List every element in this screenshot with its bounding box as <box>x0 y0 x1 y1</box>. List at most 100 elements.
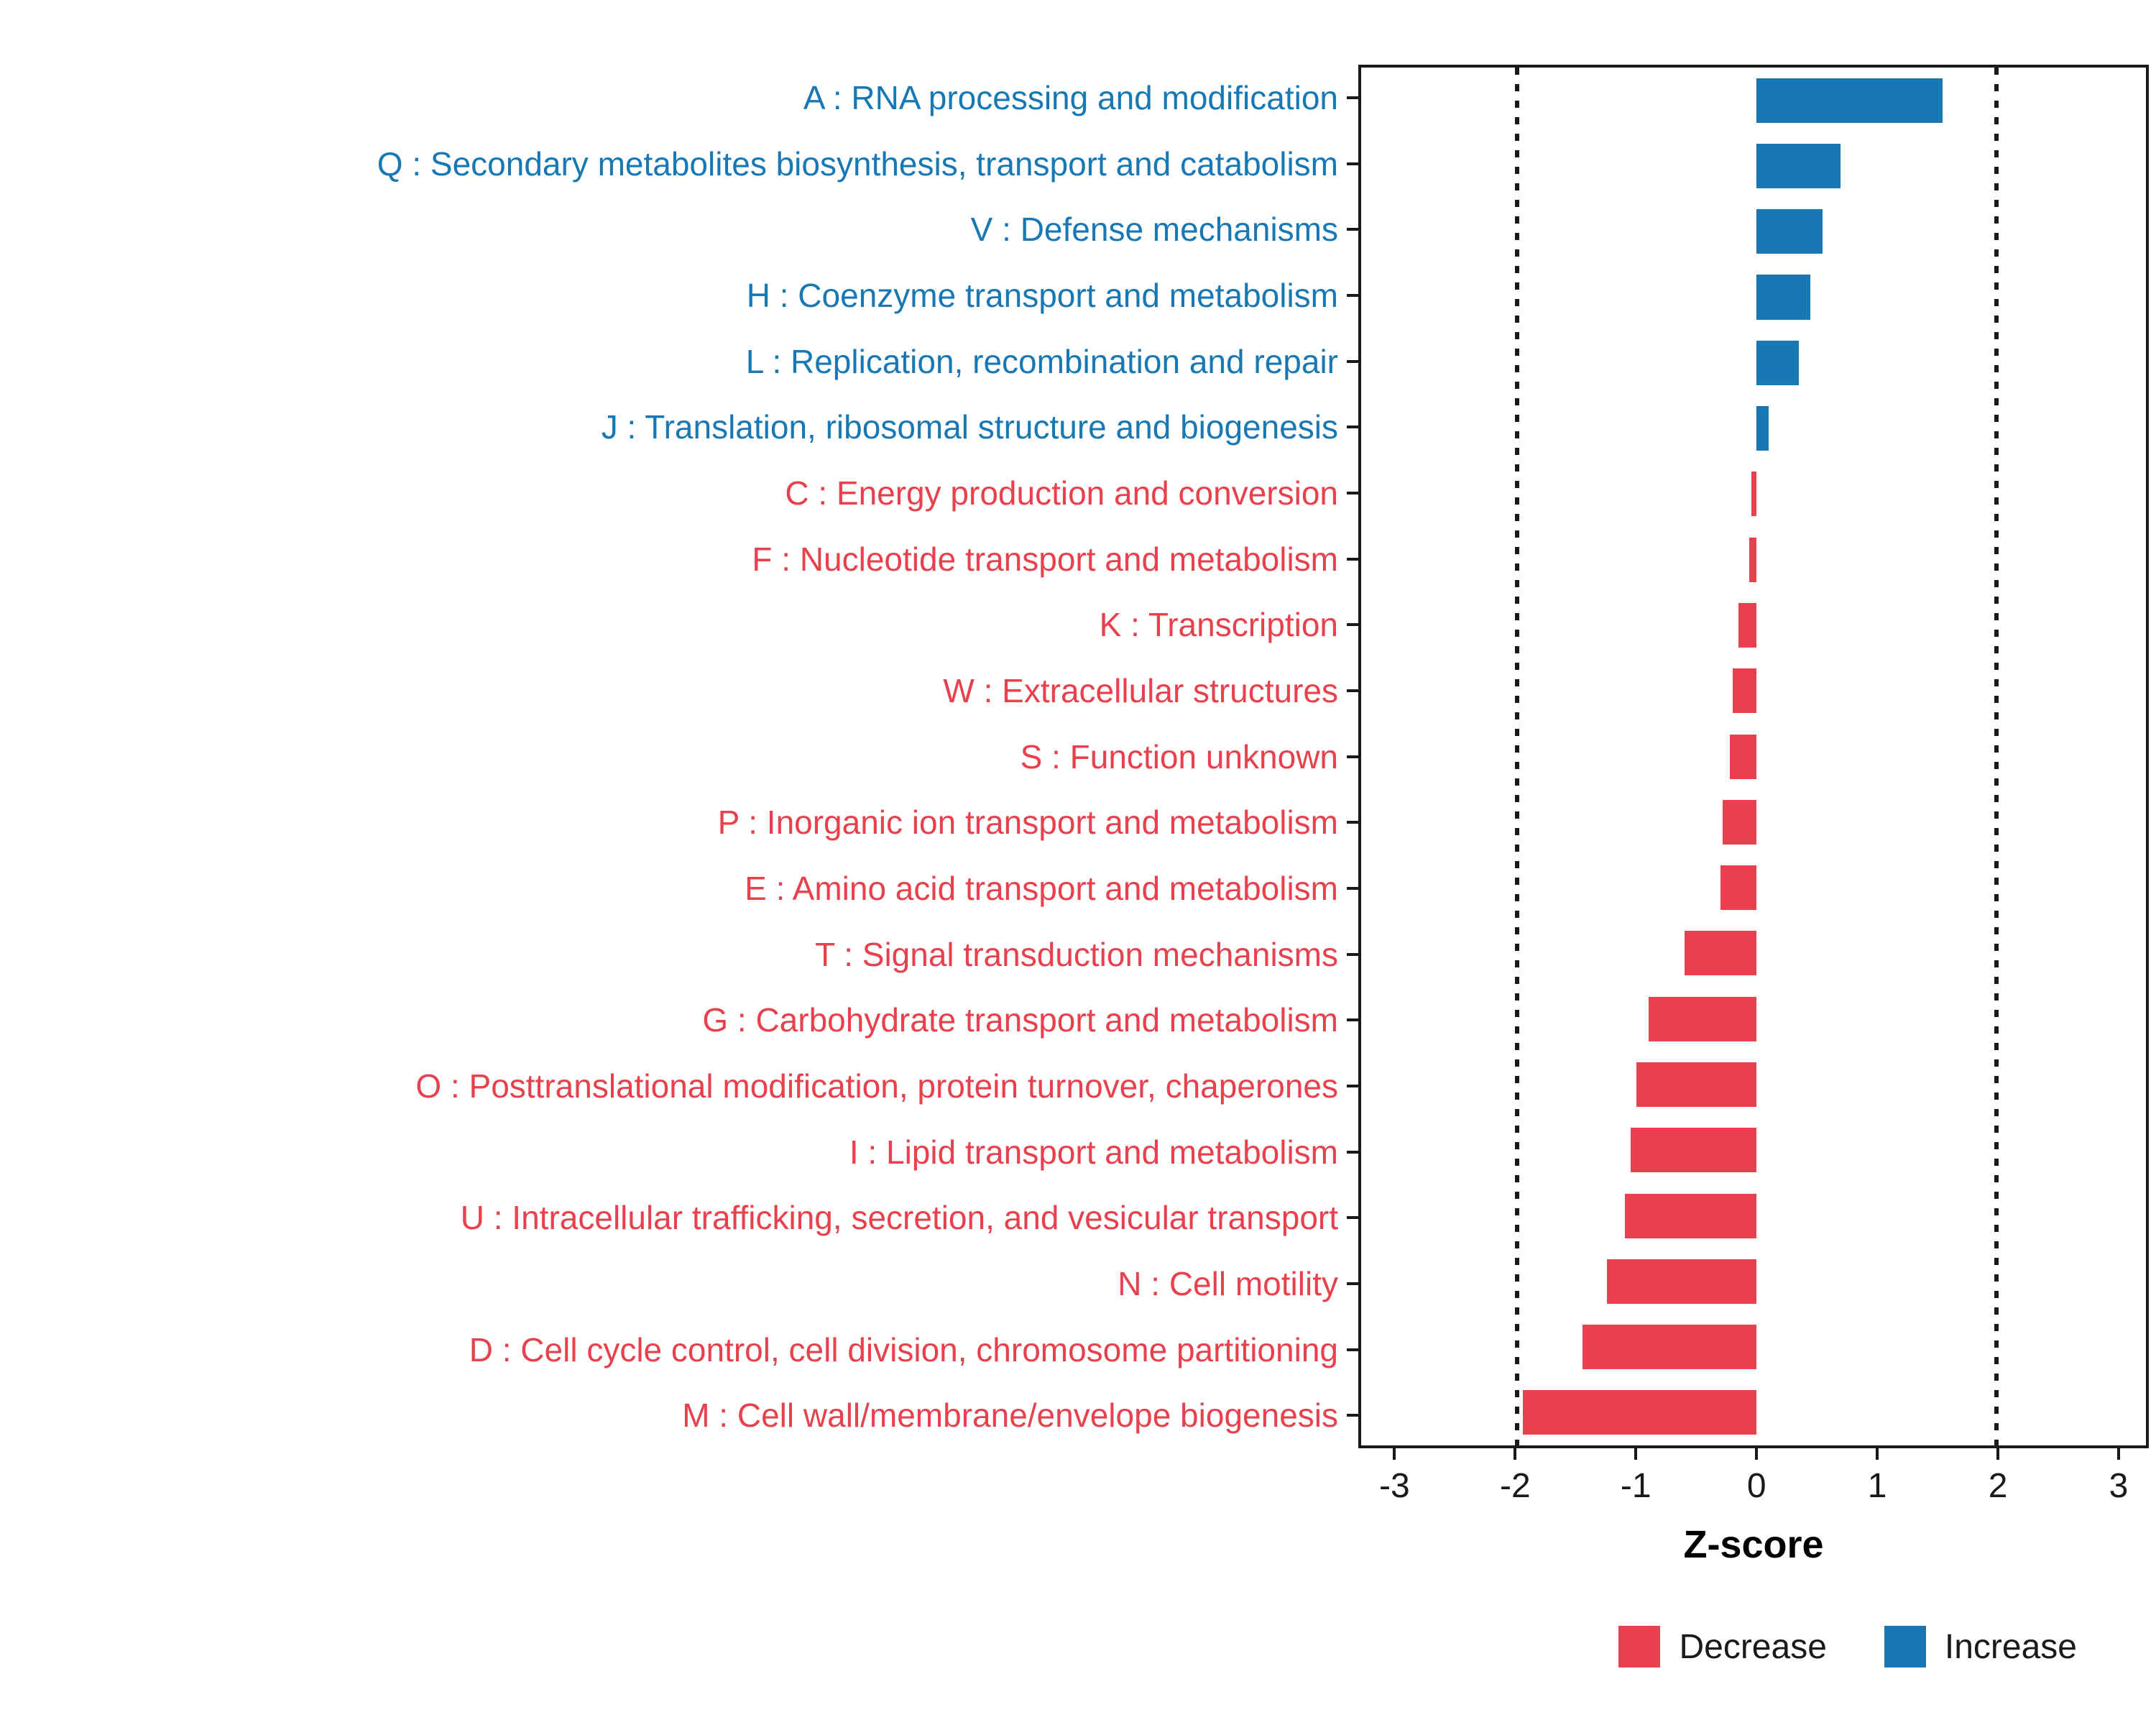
bar <box>1756 143 1841 188</box>
bar <box>1738 602 1757 648</box>
y-axis-tick-mark <box>1347 1018 1358 1022</box>
category-label: O : Posttranslational modification, prot… <box>415 1067 1338 1105</box>
category-label: W : Extracellular structures <box>943 671 1338 709</box>
bar <box>1631 1128 1757 1173</box>
y-axis-tick-mark <box>1347 293 1358 297</box>
y-axis-tick-mark <box>1347 557 1358 561</box>
x-axis-tick-label: 0 <box>1746 1467 1766 1505</box>
category-label: L : Replication, recombination and repai… <box>745 342 1338 380</box>
category-label: C : Energy production and conversion <box>785 474 1338 512</box>
category-label: F : Nucleotide transport and metabolism <box>752 540 1338 578</box>
category-label-row: T : Signal transduction mechanisms <box>0 921 1358 988</box>
bar <box>1624 1193 1757 1238</box>
y-axis-tick-mark <box>1347 162 1358 165</box>
y-axis-tick-mark <box>1347 96 1358 99</box>
bar <box>1583 1325 1757 1370</box>
y-axis-tick-mark <box>1347 886 1358 890</box>
category-label-row: W : Extracellular structures <box>0 658 1358 724</box>
x-axis-tick-label: 3 <box>2109 1467 2129 1505</box>
bar <box>1649 996 1757 1041</box>
legend-swatch-increase <box>1884 1626 1926 1668</box>
plot-panel <box>1358 65 2149 1448</box>
x-axis-tick-label: -1 <box>1620 1467 1651 1505</box>
category-label: Q : Secondary metabolites biosynthesis, … <box>377 144 1338 183</box>
y-axis-tick-mark <box>1347 821 1358 824</box>
bar <box>1756 275 1811 320</box>
category-label: H : Coenzyme transport and metabolism <box>746 276 1338 314</box>
x-axis-tick-mark <box>1634 1448 1638 1460</box>
category-label-row: C : Energy production and conversion <box>0 460 1358 526</box>
category-label: G : Carbohydrate transport and metabolis… <box>702 1001 1338 1039</box>
category-label: K : Transcription <box>1099 606 1338 644</box>
category-label-row: Q : Secondary metabolites biosynthesis, … <box>0 131 1358 197</box>
x-axis-tick-mark <box>1876 1448 1879 1460</box>
category-label-row: S : Function unknown <box>0 724 1358 790</box>
bar <box>1606 1259 1757 1304</box>
bar <box>1723 799 1757 845</box>
category-label-row: A : RNA processing and modification <box>0 65 1358 131</box>
x-axis-tick-mark <box>1514 1448 1517 1460</box>
y-axis-tick-mark <box>1347 1150 1358 1154</box>
category-label: N : Cell motility <box>1118 1264 1338 1302</box>
bar <box>1730 734 1757 779</box>
category-label: M : Cell wall/membrane/envelope biogenes… <box>682 1397 1338 1435</box>
bar <box>1685 931 1757 976</box>
y-axis-tick-mark <box>1347 426 1358 429</box>
category-label-row: N : Cell motility <box>0 1251 1358 1317</box>
bar <box>1523 1390 1757 1435</box>
x-axis-tick-mark <box>1755 1448 1759 1460</box>
category-label-row: P : Inorganic ion transport and metaboli… <box>0 789 1358 855</box>
y-axis-tick-mark <box>1347 1348 1358 1351</box>
plot-panel-inner <box>1361 68 2146 1445</box>
dotted-reference-line <box>1514 68 1519 1445</box>
x-axis-tick-label: 2 <box>1988 1467 2008 1505</box>
category-label: P : Inorganic ion transport and metaboli… <box>717 804 1338 842</box>
y-axis-tick-mark <box>1347 623 1358 627</box>
x-axis-tick-labels: -3 -2 -1 0 1 2 3 <box>1358 1466 2149 1509</box>
category-label-row: U : Intracellular trafficking, secretion… <box>0 1184 1358 1251</box>
x-axis-tick-mark <box>1393 1448 1396 1460</box>
bar <box>1756 78 1943 123</box>
bar <box>1756 209 1823 254</box>
category-label: J : Translation, ribosomal structure and… <box>601 408 1338 446</box>
bar <box>1636 1062 1757 1107</box>
legend-item-decrease: Decrease <box>1618 1626 1827 1668</box>
x-axis-tick-mark <box>2117 1448 2120 1460</box>
x-axis-tick-mark <box>1996 1448 2000 1460</box>
x-axis-tick-label: 1 <box>1867 1467 1887 1505</box>
category-label-row: E : Amino acid transport and metabolism <box>0 855 1358 921</box>
category-label-row: K : Transcription <box>0 592 1358 658</box>
y-axis-tick-mark <box>1347 359 1358 363</box>
category-label-row: G : Carbohydrate transport and metabolis… <box>0 987 1358 1053</box>
y-axis-tick-mark <box>1347 1216 1358 1220</box>
category-label: I : Lipid transport and metabolism <box>849 1133 1338 1171</box>
y-axis-tick-mark <box>1347 1084 1358 1087</box>
legend: Decrease Increase <box>1618 1626 2077 1668</box>
legend-label: Increase <box>1944 1627 2077 1666</box>
dotted-reference-line <box>1994 68 1999 1445</box>
category-label-row: D : Cell cycle control, cell division, c… <box>0 1317 1358 1383</box>
x-axis-tick-label: -3 <box>1379 1467 1410 1505</box>
y-axis-labels: A : RNA processing and modification Q : S… <box>0 65 1358 1448</box>
bar <box>1720 865 1757 911</box>
category-label: T : Signal transduction mechanisms <box>815 935 1338 973</box>
y-axis-tick-mark <box>1347 1414 1358 1417</box>
bar <box>1732 668 1757 714</box>
category-label-row: L : Replication, recombination and repai… <box>0 328 1358 395</box>
y-axis-tick-mark <box>1347 491 1358 494</box>
y-axis-tick-mark <box>1347 689 1358 692</box>
category-label-row: J : Translation, ribosomal structure and… <box>0 394 1358 460</box>
x-axis-tick-label: -2 <box>1499 1467 1531 1505</box>
bar <box>1751 472 1757 517</box>
y-axis-tick-mark <box>1347 1282 1358 1285</box>
category-label-row: O : Posttranslational modification, prot… <box>0 1053 1358 1119</box>
bar <box>1756 340 1799 385</box>
category-label-row: V : Defense mechanisms <box>0 196 1358 262</box>
category-label-row: F : Nucleotide transport and metabolism <box>0 526 1358 592</box>
legend-label: Decrease <box>1679 1627 1827 1666</box>
x-axis-title: Z-score <box>1683 1523 1824 1566</box>
category-label: V : Defense mechanisms <box>970 211 1338 249</box>
category-label: A : RNA processing and modification <box>803 78 1338 116</box>
category-label: U : Intracellular trafficking, secretion… <box>460 1199 1338 1237</box>
